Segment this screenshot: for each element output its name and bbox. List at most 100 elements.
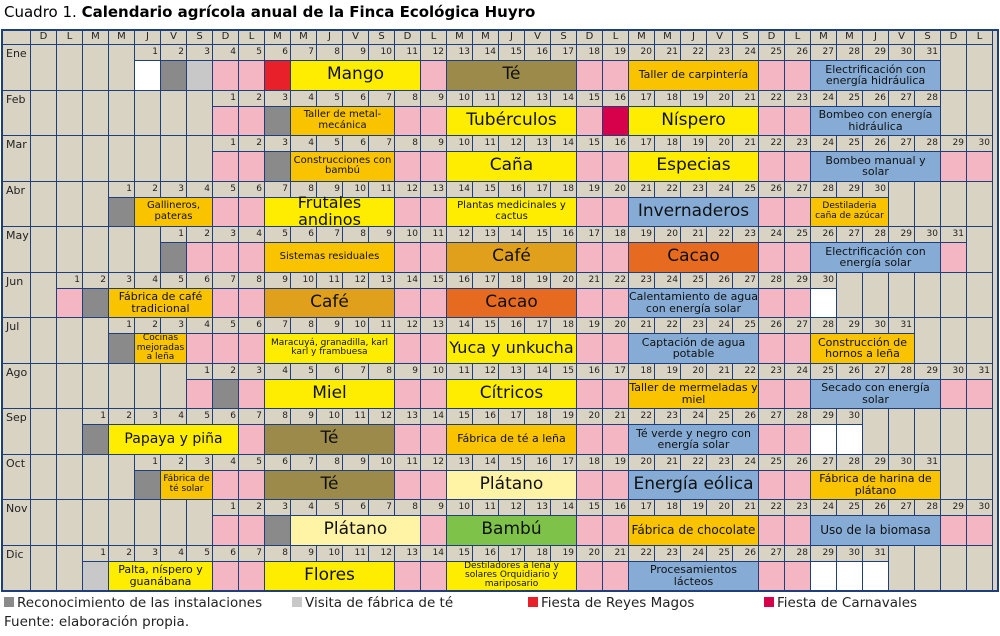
- day-number: 15: [421, 272, 447, 289]
- day-number: 16: [499, 181, 525, 198]
- day-number: 8: [317, 454, 343, 471]
- empty-cell: [109, 90, 135, 136]
- day-number: 7: [265, 318, 291, 334]
- day-cell: [577, 334, 603, 364]
- month-label: Abr: [3, 181, 31, 227]
- day-number: 29: [889, 227, 915, 243]
- empty-cell: [109, 363, 135, 409]
- day-number: 14: [525, 363, 551, 380]
- day-number: 10: [369, 454, 395, 471]
- day-number: 29: [915, 363, 941, 380]
- day-number: 10: [447, 90, 473, 107]
- empty-cell: [967, 181, 993, 227]
- day-number: 1: [83, 545, 109, 562]
- legend-item: Fiesta de Carnavales: [764, 595, 917, 611]
- day-number: 7: [265, 181, 291, 198]
- day-number: 13: [447, 454, 473, 471]
- weekday-header: M: [655, 31, 681, 45]
- empty-cell: [109, 454, 135, 500]
- day-number: 23: [785, 90, 811, 107]
- day-number: 1: [135, 45, 161, 61]
- activity-block: Cocinas mejoradas a leña: [135, 333, 187, 364]
- day-number: 22: [629, 409, 655, 425]
- day-number: 24: [681, 409, 707, 425]
- day-number: 7: [239, 409, 265, 425]
- weekday-header: M: [291, 31, 317, 45]
- activity-block: Frutales andinos: [265, 194, 395, 228]
- day-number: 21: [733, 90, 759, 107]
- activity-block: Gallineros, pateras: [135, 197, 213, 227]
- day-number: 20: [707, 90, 733, 107]
- day-number: 25: [707, 409, 733, 425]
- day-number: 26: [707, 272, 733, 289]
- day-cell: [421, 425, 447, 455]
- day-number: 30: [941, 363, 967, 380]
- weekday-header: D: [395, 31, 421, 45]
- day-number: 21: [603, 545, 629, 562]
- day-number: 5: [239, 45, 265, 61]
- day-cell: [135, 61, 161, 91]
- empty-cell: [31, 90, 57, 136]
- day-number: 2: [135, 181, 161, 198]
- day-cell: [265, 61, 291, 91]
- day-number: 20: [681, 363, 707, 380]
- day-number: 17: [525, 318, 551, 334]
- day-number: 27: [863, 363, 889, 380]
- day-cell: [213, 561, 239, 591]
- day-cell: [785, 425, 811, 455]
- day-cell: [395, 106, 421, 136]
- day-number: 13: [421, 181, 447, 198]
- day-number: 11: [473, 500, 499, 516]
- day-cell: [941, 379, 967, 409]
- weekday-header: L: [421, 31, 447, 45]
- calendar-grid: D L M M J V S D L M M J V S D L M M J V S D L M M J V S D L M M J V S D L Ene…: [1, 29, 999, 592]
- day-cell: [265, 152, 291, 182]
- legend-item: Visita de fábrica de té: [292, 595, 453, 611]
- day-number: 29: [941, 500, 967, 516]
- legend-label: Visita de fábrica de té: [305, 595, 454, 611]
- day-number: 22: [707, 227, 733, 243]
- month-label: Nov: [3, 500, 31, 546]
- day-number: 4: [187, 181, 213, 198]
- day-number: 2: [213, 363, 239, 380]
- day-cell: [239, 61, 265, 91]
- day-number: 7: [369, 90, 395, 107]
- day-number: 9: [317, 318, 343, 334]
- day-cell: [759, 106, 785, 136]
- day-number: 12: [395, 181, 421, 198]
- day-cell: [187, 334, 213, 364]
- empty-cell: [941, 272, 967, 318]
- day-cell: [421, 379, 447, 409]
- day-cell: [265, 106, 291, 136]
- day-number: 1: [213, 500, 239, 516]
- empty-cell: [941, 45, 967, 91]
- day-cell: [785, 379, 811, 409]
- empty-cell: [187, 500, 213, 546]
- empty-cell: [967, 90, 993, 136]
- day-number: 4: [161, 545, 187, 562]
- day-number: 1: [213, 90, 239, 107]
- weekday-header: S: [187, 31, 213, 45]
- day-cell: [577, 516, 603, 546]
- empty-cell: [915, 545, 941, 591]
- empty-cell: [109, 227, 135, 273]
- day-number: 15: [499, 45, 525, 61]
- day-number: 24: [707, 181, 733, 198]
- empty-cell: [57, 136, 83, 182]
- day-number: 15: [447, 545, 473, 562]
- day-number: 25: [759, 45, 785, 61]
- day-number: 17: [551, 454, 577, 471]
- empty-cell: [135, 90, 161, 136]
- day-number: 29: [811, 409, 837, 425]
- day-number: 29: [837, 318, 863, 334]
- day-cell: [213, 334, 239, 364]
- day-number: 27: [759, 409, 785, 425]
- day-number: 2: [109, 409, 135, 425]
- day-number: 21: [733, 500, 759, 516]
- day-number: 23: [785, 136, 811, 152]
- day-number: 11: [421, 227, 447, 243]
- day-number: 9: [421, 136, 447, 152]
- day-cell: [187, 243, 213, 273]
- day-number: 28: [915, 136, 941, 152]
- day-number: 22: [681, 45, 707, 61]
